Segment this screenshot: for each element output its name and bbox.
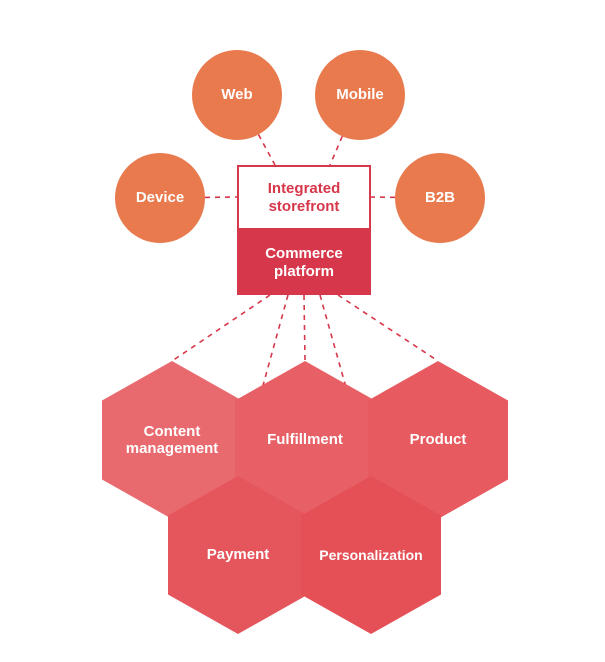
hex-label-fulfill: Fulfillment [267, 431, 343, 448]
center-box-bottom-label: Commerceplatform [265, 245, 343, 281]
center-box-top-label: Integratedstorefront [268, 180, 341, 216]
connector-bottom-product [338, 295, 438, 361]
connector-bottom-fulfill [304, 295, 305, 361]
circle-label-web: Web [221, 87, 252, 104]
circle-label-mobile: Mobile [336, 87, 384, 104]
center-box-top: Integratedstorefront [237, 165, 371, 230]
circle-b2b: B2B [395, 153, 485, 243]
circle-label-device: Device [136, 190, 184, 207]
connector-bottom-content [172, 295, 270, 361]
diagram-stage: Web Mobile Device B2B Integratedstorefront Co… [0, 0, 605, 662]
circle-device: Device [115, 153, 205, 243]
hex-label-content: Contentmanagement [126, 423, 219, 458]
hex-label-product: Product [410, 431, 467, 448]
circle-label-b2b: B2B [425, 190, 455, 207]
connector-top-web [258, 135, 275, 165]
connector-top-mobile [330, 136, 342, 165]
circle-mobile: Mobile [315, 50, 405, 140]
hex-label-personal: Personalization [319, 547, 422, 563]
center-box-bottom: Commerceplatform [237, 230, 371, 295]
circle-web: Web [192, 50, 282, 140]
hex-label-payment: Payment [207, 546, 270, 563]
